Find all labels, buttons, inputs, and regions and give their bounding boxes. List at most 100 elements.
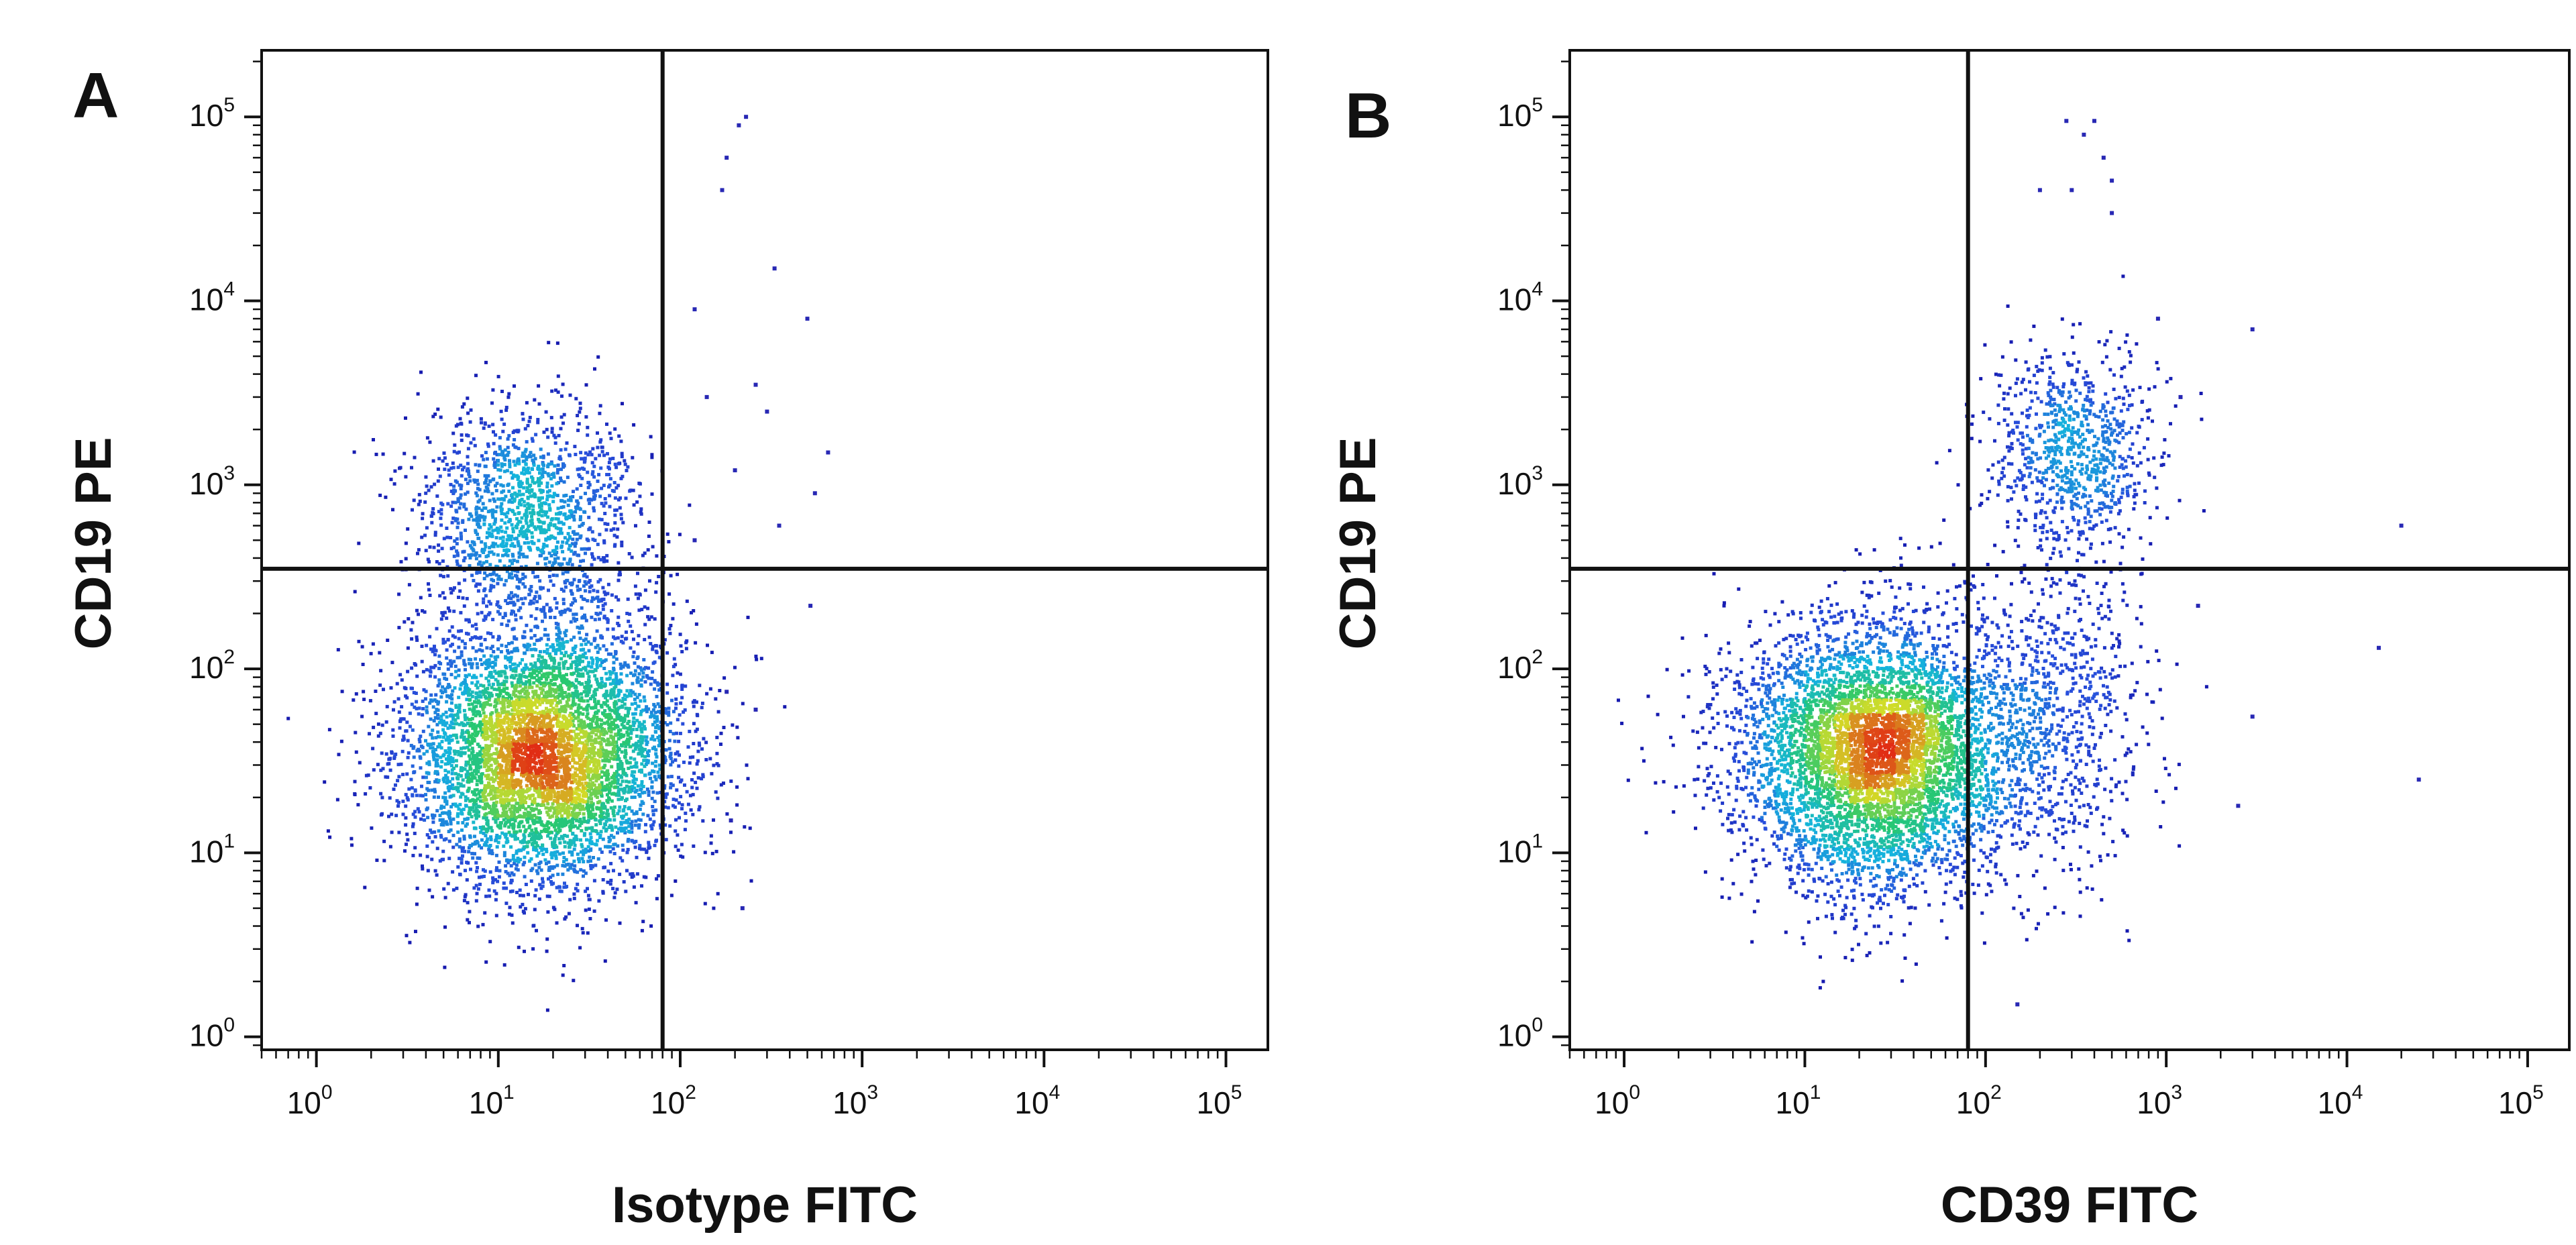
event-dot [598,440,602,444]
event-dot [547,588,550,592]
event-dot [589,718,592,722]
event-dot [617,713,621,717]
event-dot [678,713,682,717]
event-dot [589,859,592,863]
event-dot [600,659,604,663]
event-dot [483,614,487,618]
event-dot [450,643,454,647]
event-dot [598,533,602,537]
event-dot [511,854,515,858]
event-dot [547,462,551,466]
event-dot [558,641,562,645]
event-dot [496,600,500,604]
event-dot [463,746,466,750]
event-dot [430,788,434,792]
event-dot [433,531,437,535]
event-dot [602,539,606,543]
event-dot [466,816,470,820]
event-dot [547,894,551,898]
event-dot [592,639,596,643]
event-dot [480,508,484,512]
event-dot [374,452,378,456]
event-dot [584,668,588,672]
event-dot [474,627,478,631]
event-dot [572,518,576,522]
event-dot [490,535,494,539]
event-dot [472,518,476,522]
event-dot [612,533,616,537]
event-dot [521,531,525,534]
event-dot [425,667,429,671]
event-dot [539,637,543,641]
event-dot [656,683,660,687]
event-dot [692,722,696,726]
event-dot [537,498,541,502]
event-dot [430,857,434,861]
event-dot [594,457,598,461]
event-dot [628,745,632,749]
event-dot [502,463,506,467]
event-dot [561,647,566,651]
event-dot [546,675,550,679]
event-dot [646,606,650,610]
event-dot [667,710,671,714]
event-dot [532,453,536,457]
event-dot [503,448,507,452]
event-dot [559,530,563,534]
event-dot [458,837,462,841]
event-dot [448,724,452,728]
event-dot [617,794,621,798]
event-dot [488,661,492,665]
event-dot [743,825,747,829]
event-dot [492,807,496,810]
event-dot [477,766,481,770]
event-dot [691,793,695,797]
event-dot [462,604,466,608]
event-dot [709,834,713,838]
event-dot [694,641,698,645]
event-dot [588,810,592,814]
event-dot [465,684,469,688]
event-dot [625,637,629,641]
event-dot [654,644,657,647]
event-dot [460,721,464,725]
event-dot [389,478,393,482]
event-dot [712,906,716,910]
event-dot [616,798,621,802]
event-dot [418,499,422,503]
event-dot [629,872,633,876]
event-dot [580,843,584,847]
event-dot [601,556,605,560]
event-dot [535,546,539,550]
event-dot [459,683,463,687]
event-dot [694,780,698,784]
event-dot [425,710,429,714]
event-dot [488,894,492,898]
event-dot [495,809,499,813]
event-dot [535,854,539,858]
event-dot [597,685,601,689]
event-dot [447,609,451,613]
event-dot [457,629,461,633]
event-dot [596,605,600,608]
event-dot [612,869,615,873]
event-dot [543,513,547,517]
event-dot [601,889,605,894]
event-dot [559,675,563,679]
event-dot [564,585,568,589]
event-dot [616,636,620,640]
event-dot [478,463,482,467]
event-dot [607,717,611,721]
event-dot [639,818,643,822]
event-dot [616,789,621,793]
event-dot [620,722,624,726]
event-dot [678,533,682,537]
event-dot [476,522,480,526]
event-dot [579,706,583,710]
event-dot [633,661,637,665]
event-dot [442,779,446,783]
event-dot [498,692,502,695]
event-dot [467,553,471,557]
event-dot [639,666,643,670]
event-dot [439,834,443,838]
